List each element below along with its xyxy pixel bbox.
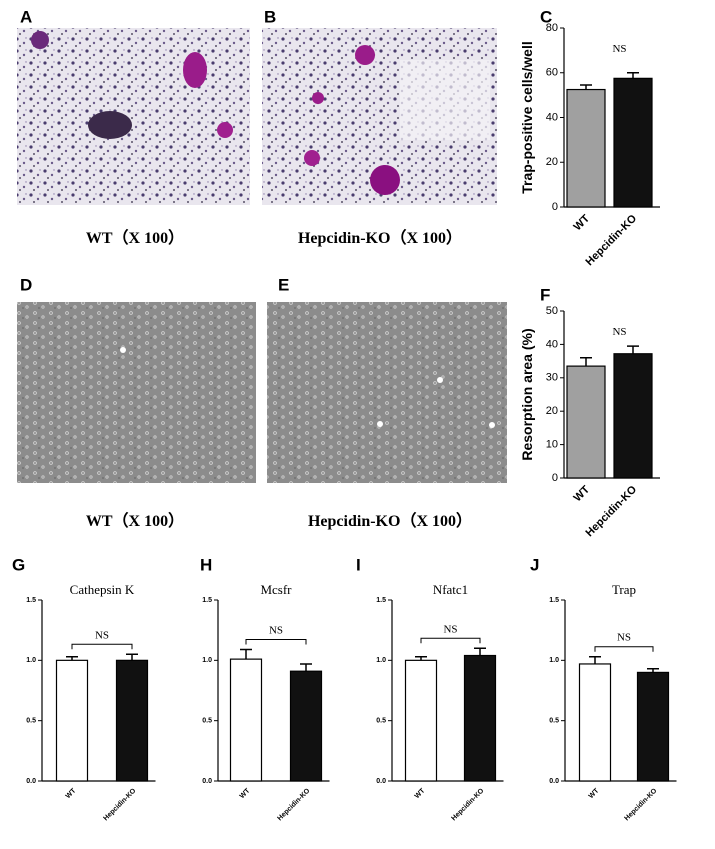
y-tick-label: 1.0 bbox=[26, 657, 36, 664]
panel-label: E bbox=[278, 275, 289, 294]
error-bar bbox=[474, 647, 486, 656]
x-tick-label: WT bbox=[65, 787, 78, 800]
y-tick-label: 30 bbox=[546, 372, 558, 384]
error-bar bbox=[627, 72, 639, 79]
panel-label: J bbox=[530, 555, 539, 574]
x-tick-label: Hepcidin-KO bbox=[623, 787, 658, 822]
bracket bbox=[245, 638, 307, 645]
y-tick-label: 50 bbox=[546, 305, 558, 317]
y-tick-label: 40 bbox=[546, 338, 558, 350]
x-tick-label: Hepcidin-KO bbox=[276, 787, 311, 822]
annotation: NS bbox=[443, 623, 457, 635]
bar bbox=[229, 658, 263, 782]
bar bbox=[566, 88, 606, 208]
panel-label: C bbox=[540, 7, 552, 26]
error-bar bbox=[580, 357, 592, 367]
bracket bbox=[71, 643, 133, 650]
micrograph-d bbox=[17, 302, 256, 483]
bracket bbox=[420, 637, 481, 644]
error-bar bbox=[589, 655, 601, 664]
y-tick-label: 40 bbox=[546, 111, 558, 123]
chart-title: Mcsfr bbox=[260, 582, 292, 597]
panel-label: D bbox=[20, 275, 32, 294]
y-tick-label: 0.5 bbox=[549, 718, 559, 725]
y-tick-label: 0.0 bbox=[202, 778, 212, 785]
x-tick-label: WT bbox=[588, 787, 601, 800]
x-tick-label: Hepcidin-KO bbox=[584, 483, 640, 539]
micrograph-e bbox=[267, 302, 507, 483]
chart-title: Trap bbox=[612, 582, 636, 597]
y-tick-label: 1.5 bbox=[202, 597, 212, 604]
y-tick-label: 0.0 bbox=[549, 778, 559, 785]
panel-label: F bbox=[540, 285, 550, 304]
caption: Hepcidin-KO（X 100） bbox=[308, 512, 472, 530]
chart-title: Nfatc1 bbox=[433, 582, 468, 597]
bar bbox=[289, 670, 323, 782]
error-bar bbox=[126, 653, 138, 661]
annotation: NS bbox=[617, 632, 631, 644]
y-tick-label: 0 bbox=[552, 472, 558, 484]
error-bar bbox=[647, 668, 659, 673]
caption: WT（X 100） bbox=[86, 229, 184, 247]
y-tick-label: 1.0 bbox=[202, 657, 212, 664]
bar bbox=[115, 659, 149, 782]
y-tick-label: 0.5 bbox=[26, 718, 36, 725]
bar bbox=[636, 671, 670, 782]
bar bbox=[55, 659, 89, 782]
x-tick-label: Hepcidin-KO bbox=[102, 787, 137, 822]
caption: Hepcidin-KO（X 100） bbox=[298, 229, 462, 247]
panel-label: G bbox=[12, 555, 25, 574]
error-bar bbox=[415, 655, 427, 661]
caption: WT（X 100） bbox=[86, 512, 184, 530]
x-tick-label: WT bbox=[414, 787, 427, 800]
annotation: NS bbox=[612, 43, 626, 55]
y-tick-label: 10 bbox=[546, 439, 558, 451]
y-axis-label: Trap-positive cells/well bbox=[519, 41, 535, 194]
x-tick-label: WT bbox=[239, 787, 252, 800]
y-tick-label: 80 bbox=[546, 22, 558, 34]
panel-label: A bbox=[20, 7, 32, 26]
chart-title: Cathepsin K bbox=[70, 582, 135, 597]
error-bar bbox=[240, 648, 252, 660]
error-bar bbox=[300, 663, 312, 672]
x-tick-label: WT bbox=[572, 212, 593, 233]
y-axis-label: Resorption area (%) bbox=[519, 328, 535, 460]
y-tick-label: 0.0 bbox=[376, 778, 386, 785]
bar bbox=[613, 77, 653, 208]
x-tick-label: WT bbox=[572, 483, 593, 504]
y-tick-label: 20 bbox=[546, 156, 558, 168]
panel-label: B bbox=[264, 7, 276, 26]
bar bbox=[566, 365, 606, 479]
panel-label: H bbox=[200, 555, 212, 574]
bar bbox=[613, 353, 653, 479]
x-tick-label: Hepcidin-KO bbox=[584, 212, 640, 268]
y-tick-label: 0.5 bbox=[202, 718, 212, 725]
annotation: NS bbox=[95, 629, 109, 641]
y-tick-label: 0.5 bbox=[376, 718, 386, 725]
y-tick-label: 1.0 bbox=[549, 657, 559, 664]
bracket bbox=[594, 646, 654, 652]
x-tick-label: Hepcidin-KO bbox=[450, 787, 485, 822]
bar bbox=[463, 654, 497, 782]
micrograph-b bbox=[262, 28, 497, 205]
y-tick-label: 0 bbox=[552, 201, 558, 213]
annotation: NS bbox=[612, 326, 626, 338]
bar bbox=[578, 663, 612, 782]
panel-label: I bbox=[356, 555, 361, 574]
y-tick-label: 0.0 bbox=[26, 778, 36, 785]
annotation: NS bbox=[269, 624, 283, 636]
y-tick-label: 1.5 bbox=[549, 597, 559, 604]
y-tick-label: 60 bbox=[546, 67, 558, 79]
y-tick-label: 20 bbox=[546, 405, 558, 417]
error-bar bbox=[627, 345, 639, 354]
error-bar bbox=[580, 84, 592, 90]
y-tick-label: 1.5 bbox=[376, 597, 386, 604]
y-tick-label: 1.5 bbox=[26, 597, 36, 604]
y-tick-label: 1.0 bbox=[376, 657, 386, 664]
error-bar bbox=[66, 655, 78, 661]
micrograph-a bbox=[17, 28, 250, 205]
bar bbox=[404, 659, 438, 782]
